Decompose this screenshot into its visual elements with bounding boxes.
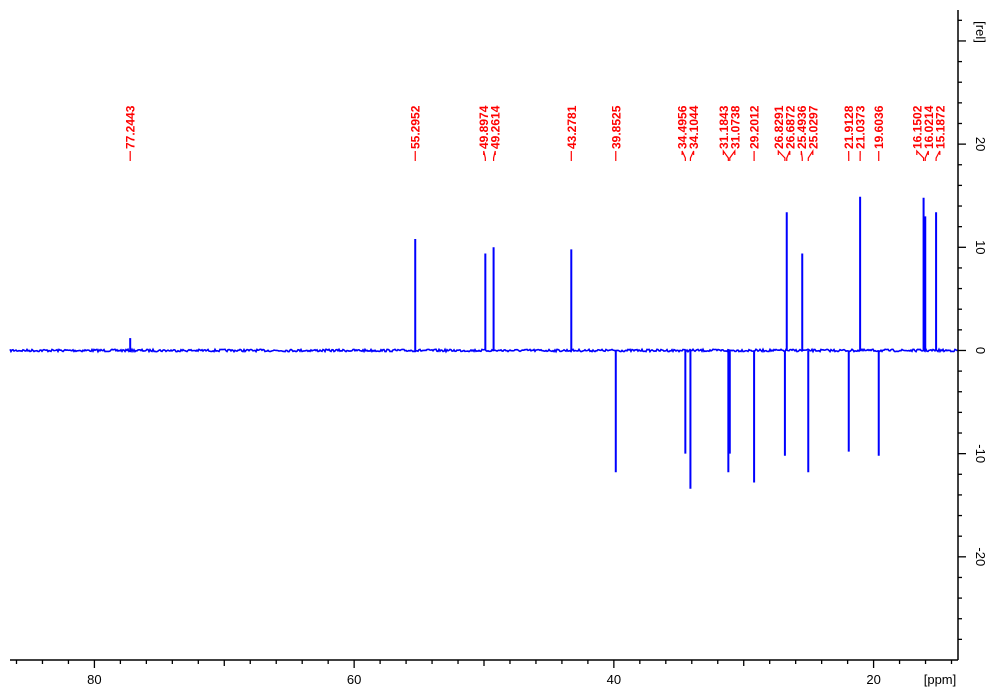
peak-label: 31.0738 [728,105,742,149]
peak-label-leader [924,150,929,161]
x-axis: 80 60 40 20 [10,659,958,687]
y-tick-label: 10 [973,240,988,254]
peak-label-leader [722,149,729,161]
peak-label-leader [786,150,791,161]
x-axis-label: [ppm] [924,672,957,687]
peak-label: 25.4936 [795,105,809,149]
peak-label-leader [492,150,496,161]
peak-label: 19.6036 [872,105,886,149]
peak-label-leader [777,149,786,161]
peak-label-leader [916,149,925,161]
y-axis: 20 10 0 -10 -20 [957,10,988,660]
peak-label-leader [681,150,686,161]
peak-label-leader [807,148,814,161]
y-tick-label: 0 [973,347,988,354]
peak-label: 16.1502 [910,105,924,149]
y-tick-label: -10 [973,444,988,463]
y-tick-label: 20 [973,137,988,151]
peak-label: 25.0297 [806,105,820,149]
peak-label: 55.2952 [409,105,423,149]
x-tick-label: 80 [87,672,101,687]
peak-label-leader [689,150,695,161]
x-tick-label: 40 [607,672,621,687]
spectrum-trace [9,196,959,489]
peak-label: 16.0214 [922,105,936,149]
peak-label: 26.8291 [772,105,786,149]
peak-label: 29.2012 [748,105,762,149]
peak-label: 21.0373 [854,105,868,149]
y-tick-label: -20 [973,547,988,566]
peak-label: 26.6872 [783,105,797,149]
baseline-noise [9,347,959,354]
y-axis-label: [rel] [973,21,988,43]
peak-label-leader [483,150,486,161]
peak-label: 34.4956 [676,105,690,149]
x-tick-label: 60 [347,672,361,687]
peak-label-leader [729,149,736,161]
peak-label: 31.1843 [717,105,731,149]
peak-label-leader [935,150,941,161]
peak-label: 15.1872 [933,105,947,149]
peak-label: 49.8974 [477,105,491,149]
peak-label: 49.2614 [489,105,503,149]
peak-label: 34.1044 [687,105,701,149]
peak-label: 77.2443 [124,105,138,149]
peak-label: 39.8525 [609,105,623,149]
x-tick-label: 20 [866,672,880,687]
peak-label: 43.2781 [565,105,579,149]
peak-label: 21.9128 [842,105,856,149]
peak-label-leader [800,150,803,161]
